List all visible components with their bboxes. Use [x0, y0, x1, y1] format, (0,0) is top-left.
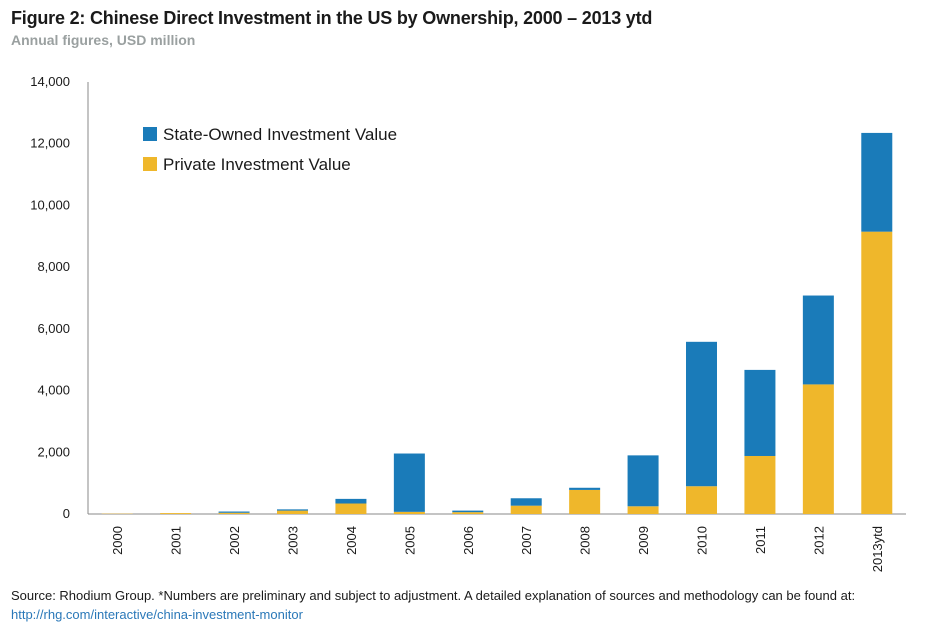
legend-label-private: Private Investment Value — [163, 155, 351, 174]
chart-subtitle: Annual figures, USD million — [11, 32, 196, 48]
bar-state-owned-2011 — [744, 369, 776, 456]
y-tick-label: 6,000 — [37, 321, 70, 336]
x-tick-label: 2012 — [811, 526, 826, 555]
bar-state-owned-2006 — [452, 510, 484, 513]
y-tick-label: 2,000 — [37, 444, 70, 459]
x-tick-label: 2004 — [344, 526, 359, 555]
bar-state-owned-2013ytd — [861, 132, 893, 232]
x-tick-label: 2001 — [169, 526, 184, 555]
bar-private-2001 — [160, 513, 192, 514]
source-link[interactable]: http://rhg.com/interactive/china-investm… — [11, 607, 303, 622]
y-tick-label: 4,000 — [37, 383, 70, 398]
bar-state-owned-2003 — [277, 509, 308, 511]
bar-private-2013ytd — [861, 231, 893, 514]
y-tick-label: 10,000 — [30, 197, 70, 212]
legend-swatch-private — [143, 157, 157, 171]
bar-state-owned-2010 — [686, 341, 717, 487]
y-tick-label: 0 — [63, 506, 70, 521]
bar-private-2005 — [393, 511, 425, 514]
bar-state-owned-2008 — [569, 487, 601, 490]
x-tick-label: 2010 — [695, 526, 710, 555]
source-note: Source: Rhodium Group. *Numbers are prel… — [11, 586, 916, 624]
bar-state-owned-2012 — [802, 295, 834, 385]
bar-private-2003 — [277, 510, 308, 514]
x-tick-label: 2013ytd — [870, 526, 885, 572]
bar-private-2002 — [218, 512, 250, 514]
bar-private-2006 — [452, 512, 484, 514]
bar-state-owned-2004 — [335, 498, 367, 504]
source-text: Source: Rhodium Group. *Numbers are prel… — [11, 588, 856, 603]
y-tick-label: 12,000 — [30, 136, 70, 151]
bar-state-owned-2002 — [218, 511, 250, 513]
bar-private-2007 — [510, 505, 542, 514]
stacked-bar-chart: 0 2,000 4,000 6,000 8,000 10,000 12,000 14,000 2… — [30, 74, 906, 572]
x-tick-label: 2006 — [461, 526, 476, 555]
chart-title: Figure 2: Chinese Direct Investment in t… — [11, 8, 653, 28]
bar-state-owned-2005 — [393, 453, 425, 512]
bar-private-2004 — [335, 503, 367, 514]
legend-swatch-state-owned — [143, 127, 157, 141]
bar-private-2012 — [802, 384, 834, 514]
y-tick-label: 14,000 — [30, 74, 70, 89]
bar-state-owned-2007 — [510, 498, 542, 506]
x-tick-label: 2011 — [753, 526, 768, 554]
x-tick-label: 2003 — [286, 526, 301, 555]
bar-state-owned-2009 — [627, 455, 659, 507]
x-tick-label: 2008 — [578, 526, 593, 555]
legend-label-state-owned: State-Owned Investment Value — [163, 125, 397, 144]
x-tick-label: 2000 — [110, 526, 125, 555]
bar-private-2010 — [686, 486, 717, 514]
x-tick-label: 2009 — [636, 526, 651, 555]
x-tick-label: 2002 — [227, 526, 242, 555]
bar-private-2011 — [744, 455, 776, 514]
x-tick-label: 2007 — [519, 526, 534, 555]
y-tick-label: 8,000 — [37, 259, 70, 274]
bar-private-2008 — [569, 489, 601, 514]
x-tick-label: 2005 — [402, 526, 417, 555]
bar-private-2009 — [627, 506, 659, 514]
